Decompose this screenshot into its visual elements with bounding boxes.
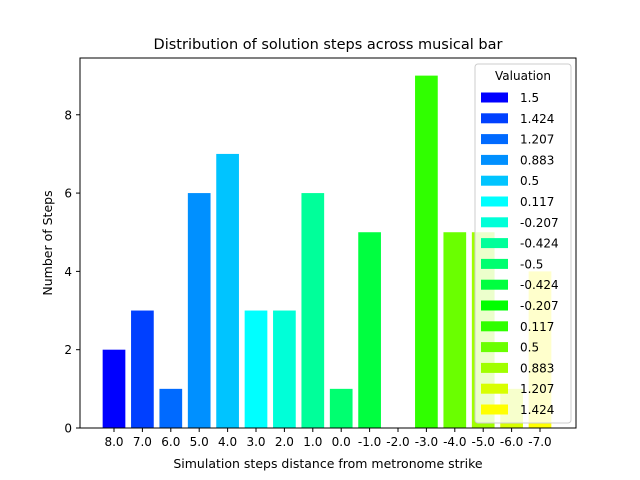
x-tick-label: 8.0 — [104, 435, 123, 449]
x-tick-label: 2.0 — [275, 435, 294, 449]
legend-swatch — [481, 258, 508, 269]
legend-box — [474, 63, 572, 424]
legend-swatch — [481, 279, 508, 290]
y-tick-label: 4 — [64, 265, 72, 279]
legend-swatch — [481, 383, 508, 394]
legend-label: 0.5 — [520, 174, 539, 188]
bar-1.0 — [301, 193, 325, 428]
x-tick-label: -1.0 — [358, 435, 381, 449]
y-axis-label: Number of Steps — [40, 190, 55, 295]
legend-label: 1.424 — [520, 403, 554, 417]
bar-5.0 — [187, 193, 211, 428]
x-tick-label: 4.0 — [218, 435, 237, 449]
bar-0.0 — [329, 388, 353, 428]
legend-label: 0.883 — [520, 153, 554, 167]
legend-swatch — [481, 300, 508, 311]
legend-swatch — [481, 321, 508, 332]
legend-swatch — [481, 196, 508, 207]
legend-label: -0.5 — [520, 257, 543, 271]
x-tick-label: -7.0 — [528, 435, 551, 449]
bar--3.0 — [415, 75, 438, 428]
plot-frame — [79, 57, 577, 429]
legend-swatch — [481, 404, 508, 415]
legend-swatch — [481, 134, 508, 145]
y-tick-label: 6 — [64, 187, 72, 201]
y-axis-ticks: 0 2 4 6 8 — [64, 108, 80, 436]
x-tick-label: -3.0 — [415, 435, 438, 449]
legend-swatch — [481, 217, 508, 228]
x-axis-label: Simulation steps distance from metronome… — [173, 456, 483, 471]
legend-swatch — [481, 92, 508, 103]
legend-label: -0.207 — [520, 216, 559, 230]
legend: Valuation 1.5 1.424 1.207 0.883 0.5 0.117 -0.20… — [474, 63, 572, 424]
legend-label: 0.5 — [520, 341, 539, 355]
x-tick-label: -6.0 — [500, 435, 523, 449]
bar-7.0 — [131, 310, 154, 428]
legend-label: -0.207 — [520, 299, 559, 313]
bar-6.0 — [159, 388, 183, 428]
chart-title: Distribution of solution steps across mu… — [154, 37, 503, 53]
bar--4.0 — [443, 232, 467, 428]
bar-8.0 — [102, 349, 126, 428]
bar-2.0 — [273, 310, 296, 428]
x-tick-label: -5.0 — [471, 435, 494, 449]
bar--1.0 — [358, 232, 381, 428]
x-tick-label: 5.0 — [190, 435, 209, 449]
legend-swatch — [481, 362, 508, 373]
x-tick-label: 3.0 — [246, 435, 265, 449]
legend-swatch — [481, 342, 508, 353]
legend-label: -0.424 — [520, 278, 559, 292]
legend-label: 1.207 — [520, 133, 554, 147]
legend-title: Valuation — [495, 69, 551, 83]
bar-4.0 — [216, 153, 239, 429]
x-tick-label: 0.0 — [332, 435, 351, 449]
legend-label: 1.5 — [520, 91, 539, 105]
legend-swatch — [481, 154, 508, 165]
x-tick-label: -4.0 — [443, 435, 466, 449]
x-tick-label: 6.0 — [161, 435, 180, 449]
legend-label: 0.117 — [520, 195, 554, 209]
legend-label: -0.424 — [520, 237, 559, 251]
x-axis-ticks: 8.0 7.0 6.0 5.0 4.0 3.0 2.0 1.0 0.0 -1.0 -2.0 -3.0-… — [104, 428, 552, 449]
legend-label: 1.424 — [520, 112, 554, 126]
x-tick-label: 7.0 — [133, 435, 152, 449]
y-tick-label: 8 — [64, 108, 72, 122]
legend-label: 0.117 — [520, 320, 554, 334]
bar-3.0 — [244, 310, 268, 428]
y-tick-label: 2 — [64, 343, 72, 357]
legend-swatch — [481, 238, 508, 249]
legend-swatch — [481, 113, 508, 124]
legend-label: 0.883 — [520, 361, 554, 375]
legend-swatch — [481, 175, 508, 186]
y-tick-label: 0 — [64, 422, 72, 436]
x-tick-label: -2.0 — [386, 435, 409, 449]
x-tick-label: 1.0 — [303, 435, 322, 449]
legend-label: 1.207 — [520, 382, 554, 396]
